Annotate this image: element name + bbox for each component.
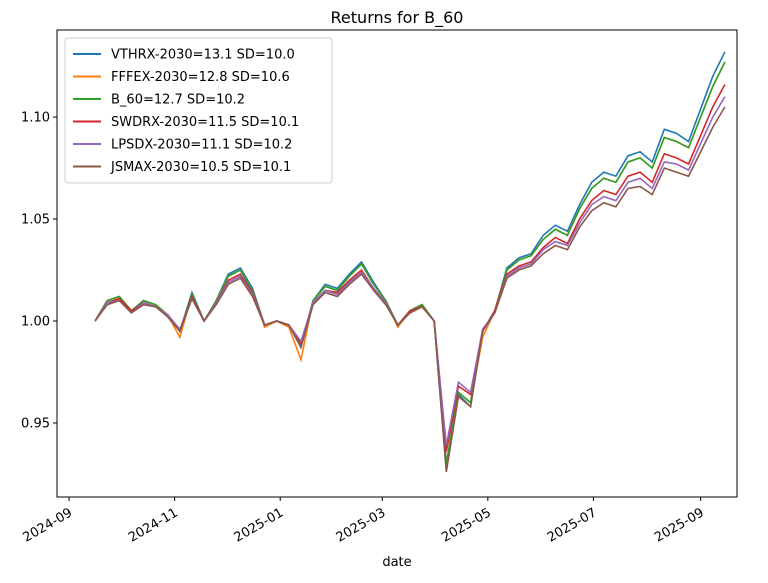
x-tick-label: 2024-09 xyxy=(21,505,76,545)
plot-frame xyxy=(56,29,738,498)
y-tick-label: 1.00 xyxy=(21,315,50,330)
x-tick-label: 2024-11 xyxy=(126,505,181,545)
x-axis-label: date xyxy=(382,555,411,570)
legend-label: B_60=12.7 SD=10.2 xyxy=(111,93,245,108)
chart-title: Returns for B_60 xyxy=(331,8,464,28)
series-line xyxy=(94,106,726,473)
legend-label: LPSDX-2030=11.1 SD=10.2 xyxy=(111,138,292,153)
x-tick-label: 2025-01 xyxy=(232,505,287,545)
y-tick-label: 0.95 xyxy=(21,416,50,431)
legend-label: FFFEX-2030=12.8 SD=10.6 xyxy=(111,70,290,85)
x-tick-label: 2025-09 xyxy=(652,505,707,545)
legend-label: JSMAX-2030=10.5 SD=10.1 xyxy=(110,160,291,175)
legend: VTHRX-2030=13.1 SD=10.0 FFFEX-2030=12.8 S… xyxy=(64,37,333,184)
legend-label: SWDRX-2030=11.5 SD=10.1 xyxy=(111,115,299,130)
x-tick-label: 2025-05 xyxy=(439,505,494,545)
y-tick-label: 1.05 xyxy=(21,213,50,228)
y-tick-label: 1.10 xyxy=(21,111,50,126)
x-tick-label: 2025-03 xyxy=(334,505,389,545)
legend-label: VTHRX-2030=13.1 SD=10.0 xyxy=(111,48,295,63)
x-tick-label: 2025-07 xyxy=(545,505,600,545)
legend-box xyxy=(64,37,333,184)
